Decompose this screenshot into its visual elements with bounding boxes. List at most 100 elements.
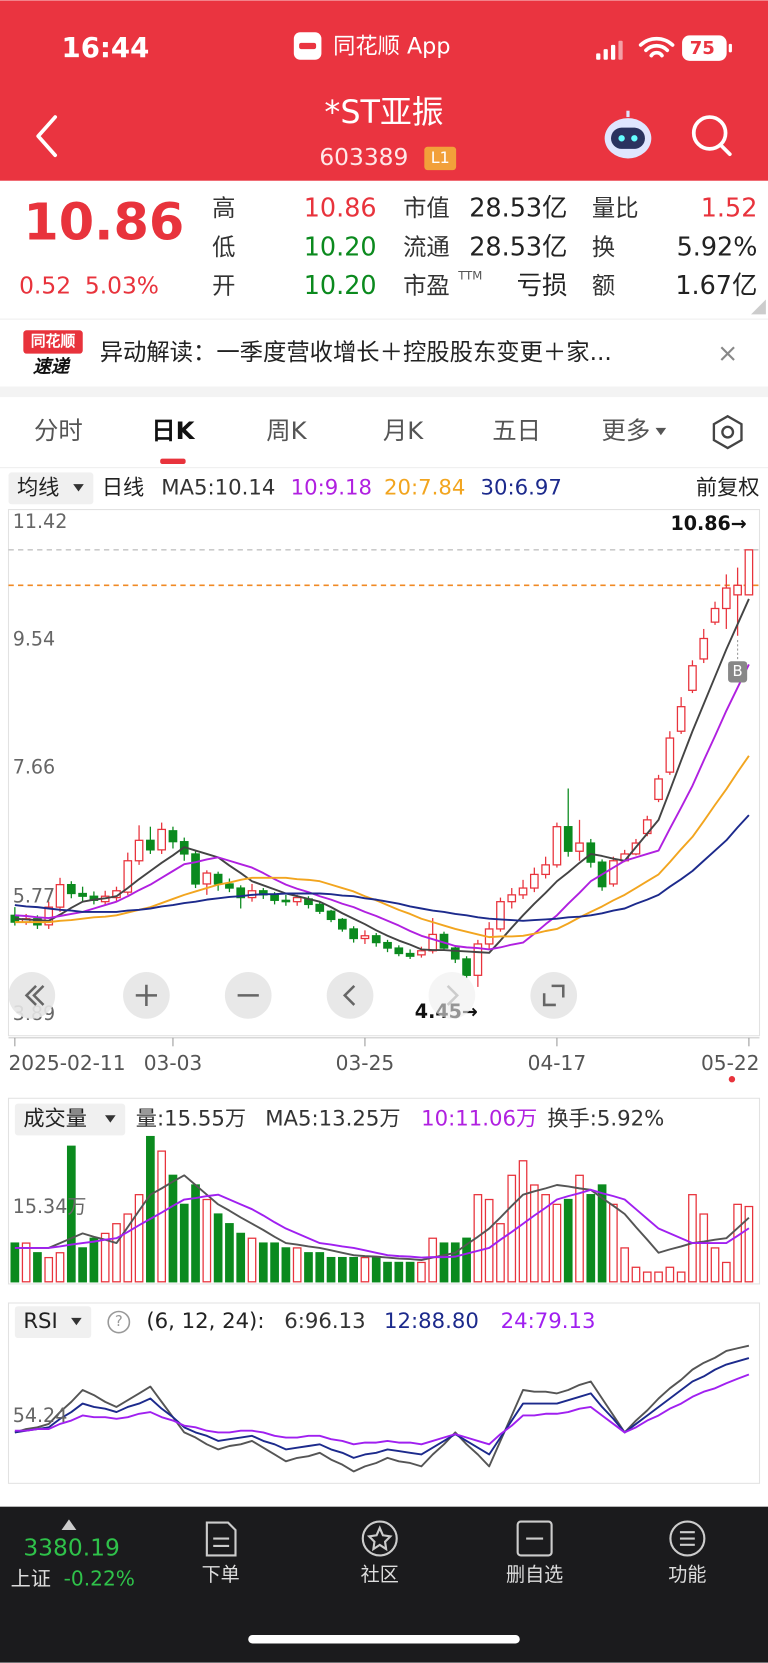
unwatch-icon[interactable] <box>516 1520 553 1557</box>
ma-button-text[interactable]: 均线 <box>17 475 59 500</box>
legend-item: 24:79.13 <box>501 1309 596 1334</box>
tab[interactable]: 日K <box>151 416 195 445</box>
candle-body <box>123 860 133 893</box>
price-change: 0.52 <box>19 271 71 299</box>
volume-bar <box>733 1203 742 1283</box>
search-button[interactable] <box>691 115 732 157</box>
expand-corner[interactable] <box>751 299 766 315</box>
rsi-params: (6, 12, 24): <box>146 1309 264 1334</box>
scroll-start-button[interactable] <box>8 972 56 1019</box>
candle-body <box>66 883 76 895</box>
scroll-left-button[interactable] <box>326 972 374 1019</box>
candle-body <box>134 839 144 862</box>
volume-bar <box>383 1261 392 1283</box>
ma-button[interactable] <box>8 472 94 505</box>
candle-body <box>202 872 212 885</box>
banner-close[interactable] <box>720 346 735 361</box>
divider <box>0 467 768 469</box>
y-tick-label: 15.34万 <box>13 1195 87 1218</box>
candle-body <box>507 894 517 903</box>
battery-icon <box>682 35 727 61</box>
community-icon[interactable] <box>361 1520 398 1557</box>
app-icon-mark <box>299 42 317 50</box>
marker-box <box>728 661 748 683</box>
banner-text[interactable]: 异动解读：一季度营收增长＋控股股东变更＋家... <box>100 338 612 366</box>
tab-indicator <box>160 458 186 464</box>
volume-bar <box>394 1261 404 1283</box>
field-label: 量比 <box>592 194 639 222</box>
volume-bar <box>507 1174 517 1283</box>
nav-label[interactable]: 社区 <box>361 1563 399 1586</box>
zoom-in-button[interactable] <box>123 972 170 1019</box>
field-value: 28.53亿 <box>469 193 567 223</box>
volume-bar <box>157 1150 167 1283</box>
fullscreen-button[interactable] <box>530 972 578 1019</box>
scroll-right-button[interactable] <box>428 972 476 1019</box>
tab[interactable]: 月K <box>383 416 424 445</box>
tab[interactable]: 五日 <box>492 416 541 445</box>
legend-item: 12:88.80 <box>384 1309 479 1334</box>
tab[interactable]: 更多 <box>601 416 650 445</box>
indicator-line <box>14 814 750 922</box>
y-tick-label: 7.66 <box>13 756 55 779</box>
help-icon[interactable] <box>107 1310 131 1334</box>
volume-bar <box>665 1266 675 1283</box>
tab[interactable]: 分时 <box>34 416 83 445</box>
rsi-button-text[interactable]: RSI <box>23 1309 57 1334</box>
volume-bar <box>688 1194 697 1283</box>
volume-bar <box>315 1252 325 1283</box>
volume-bar <box>78 1247 87 1283</box>
legend-item: 10:9.18 <box>291 475 372 500</box>
volume-bar <box>462 1237 471 1283</box>
rsi-button[interactable] <box>14 1306 92 1339</box>
back-button[interactable] <box>36 115 58 158</box>
volume-button[interactable] <box>14 1103 126 1136</box>
menu-icon[interactable] <box>669 1520 706 1557</box>
volume-bar <box>89 1237 99 1283</box>
nav-label[interactable]: 删自选 <box>506 1563 563 1586</box>
zoom-out-button[interactable] <box>224 972 272 1019</box>
help-text[interactable]: ? <box>115 1312 123 1330</box>
battery-tip <box>728 43 732 53</box>
expand-index[interactable] <box>61 1519 77 1531</box>
robot-button[interactable] <box>604 110 652 159</box>
settings-button[interactable] <box>712 414 743 450</box>
field-value: 1.67亿 <box>675 271 757 301</box>
candle-body <box>360 935 370 940</box>
volume-bar <box>586 1194 596 1283</box>
volume-bar <box>642 1271 652 1283</box>
divider <box>0 318 768 320</box>
candle-body <box>78 892 87 897</box>
adjust-mode[interactable]: 前复权 <box>696 475 760 500</box>
volume-bar <box>191 1184 200 1283</box>
banner-logo <box>23 330 83 354</box>
candle-body <box>665 737 675 773</box>
field-label: 额 <box>592 271 615 299</box>
indicator-line <box>14 1373 750 1446</box>
volume-button-text[interactable]: 成交量 <box>23 1107 87 1132</box>
home-indicator <box>248 1635 520 1644</box>
volume-bar <box>213 1213 223 1283</box>
order-icon[interactable] <box>205 1521 237 1557</box>
indicator-line <box>14 1188 750 1259</box>
nav-label[interactable]: 功能 <box>668 1563 706 1586</box>
legend-item: MA5:13.25万 <box>265 1107 400 1132</box>
volume-bar <box>112 1223 121 1283</box>
tab[interactable]: 周K <box>266 416 307 445</box>
candle-body <box>338 918 347 930</box>
volume-bar <box>371 1256 381 1283</box>
wifi-icon <box>638 36 675 58</box>
legend-item: 量:15.55万 <box>136 1107 246 1132</box>
nav-label[interactable]: 下单 <box>202 1563 240 1586</box>
price-change-pct: 5.03% <box>85 271 159 299</box>
stock-code: 603389 <box>319 143 408 171</box>
x-tick-label: 04-17 <box>528 1051 587 1075</box>
stock-title: *ST亚振 <box>324 93 443 131</box>
volume-bar <box>66 1145 76 1283</box>
candle-body <box>292 896 302 903</box>
battery-level: 75 <box>690 38 715 59</box>
level-badge-text: L1 <box>431 148 450 167</box>
dropdown-arrow <box>73 484 84 492</box>
plots: 11.429.547.665.773.892025-02-1103-0303-2… <box>8 510 760 1473</box>
